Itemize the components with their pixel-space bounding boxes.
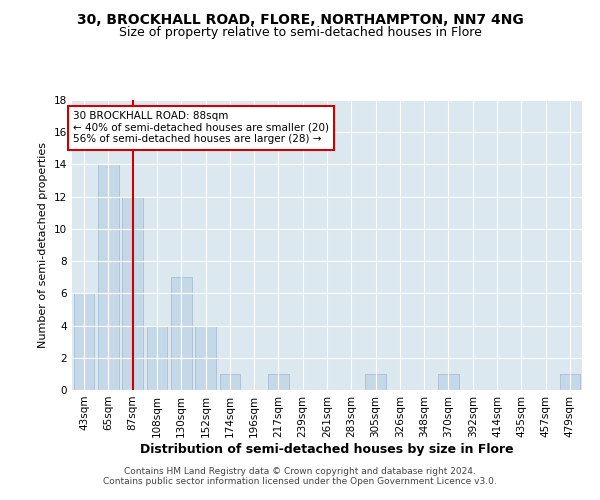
Bar xyxy=(438,374,459,390)
Text: 30 BROCKHALL ROAD: 88sqm
← 40% of semi-detached houses are smaller (20)
56% of s: 30 BROCKHALL ROAD: 88sqm ← 40% of semi-d… xyxy=(73,112,329,144)
Text: Contains public sector information licensed under the Open Government Licence v3: Contains public sector information licen… xyxy=(103,477,497,486)
Bar xyxy=(365,374,386,390)
Y-axis label: Number of semi-detached properties: Number of semi-detached properties xyxy=(38,142,49,348)
Bar xyxy=(560,374,580,390)
X-axis label: Distribution of semi-detached houses by size in Flore: Distribution of semi-detached houses by … xyxy=(140,442,514,456)
Bar xyxy=(122,196,143,390)
Text: Contains HM Land Registry data © Crown copyright and database right 2024.: Contains HM Land Registry data © Crown c… xyxy=(124,467,476,476)
Text: Size of property relative to semi-detached houses in Flore: Size of property relative to semi-detach… xyxy=(119,26,481,39)
Bar xyxy=(171,277,191,390)
Bar xyxy=(74,294,94,390)
Bar xyxy=(220,374,240,390)
Bar xyxy=(146,326,167,390)
Bar xyxy=(98,164,119,390)
Bar xyxy=(268,374,289,390)
Bar xyxy=(195,326,216,390)
Text: 30, BROCKHALL ROAD, FLORE, NORTHAMPTON, NN7 4NG: 30, BROCKHALL ROAD, FLORE, NORTHAMPTON, … xyxy=(77,12,523,26)
